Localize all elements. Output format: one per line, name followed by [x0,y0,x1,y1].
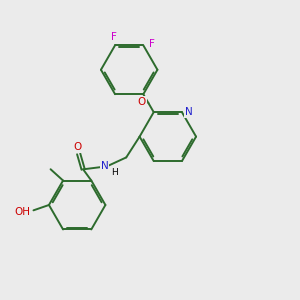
Text: H: H [111,168,118,177]
Text: N: N [184,107,192,117]
Text: OH: OH [14,207,30,217]
Text: N: N [100,161,108,171]
Text: O: O [74,142,82,152]
Text: F: F [111,32,117,42]
Text: F: F [149,39,155,49]
Text: O: O [138,97,146,107]
